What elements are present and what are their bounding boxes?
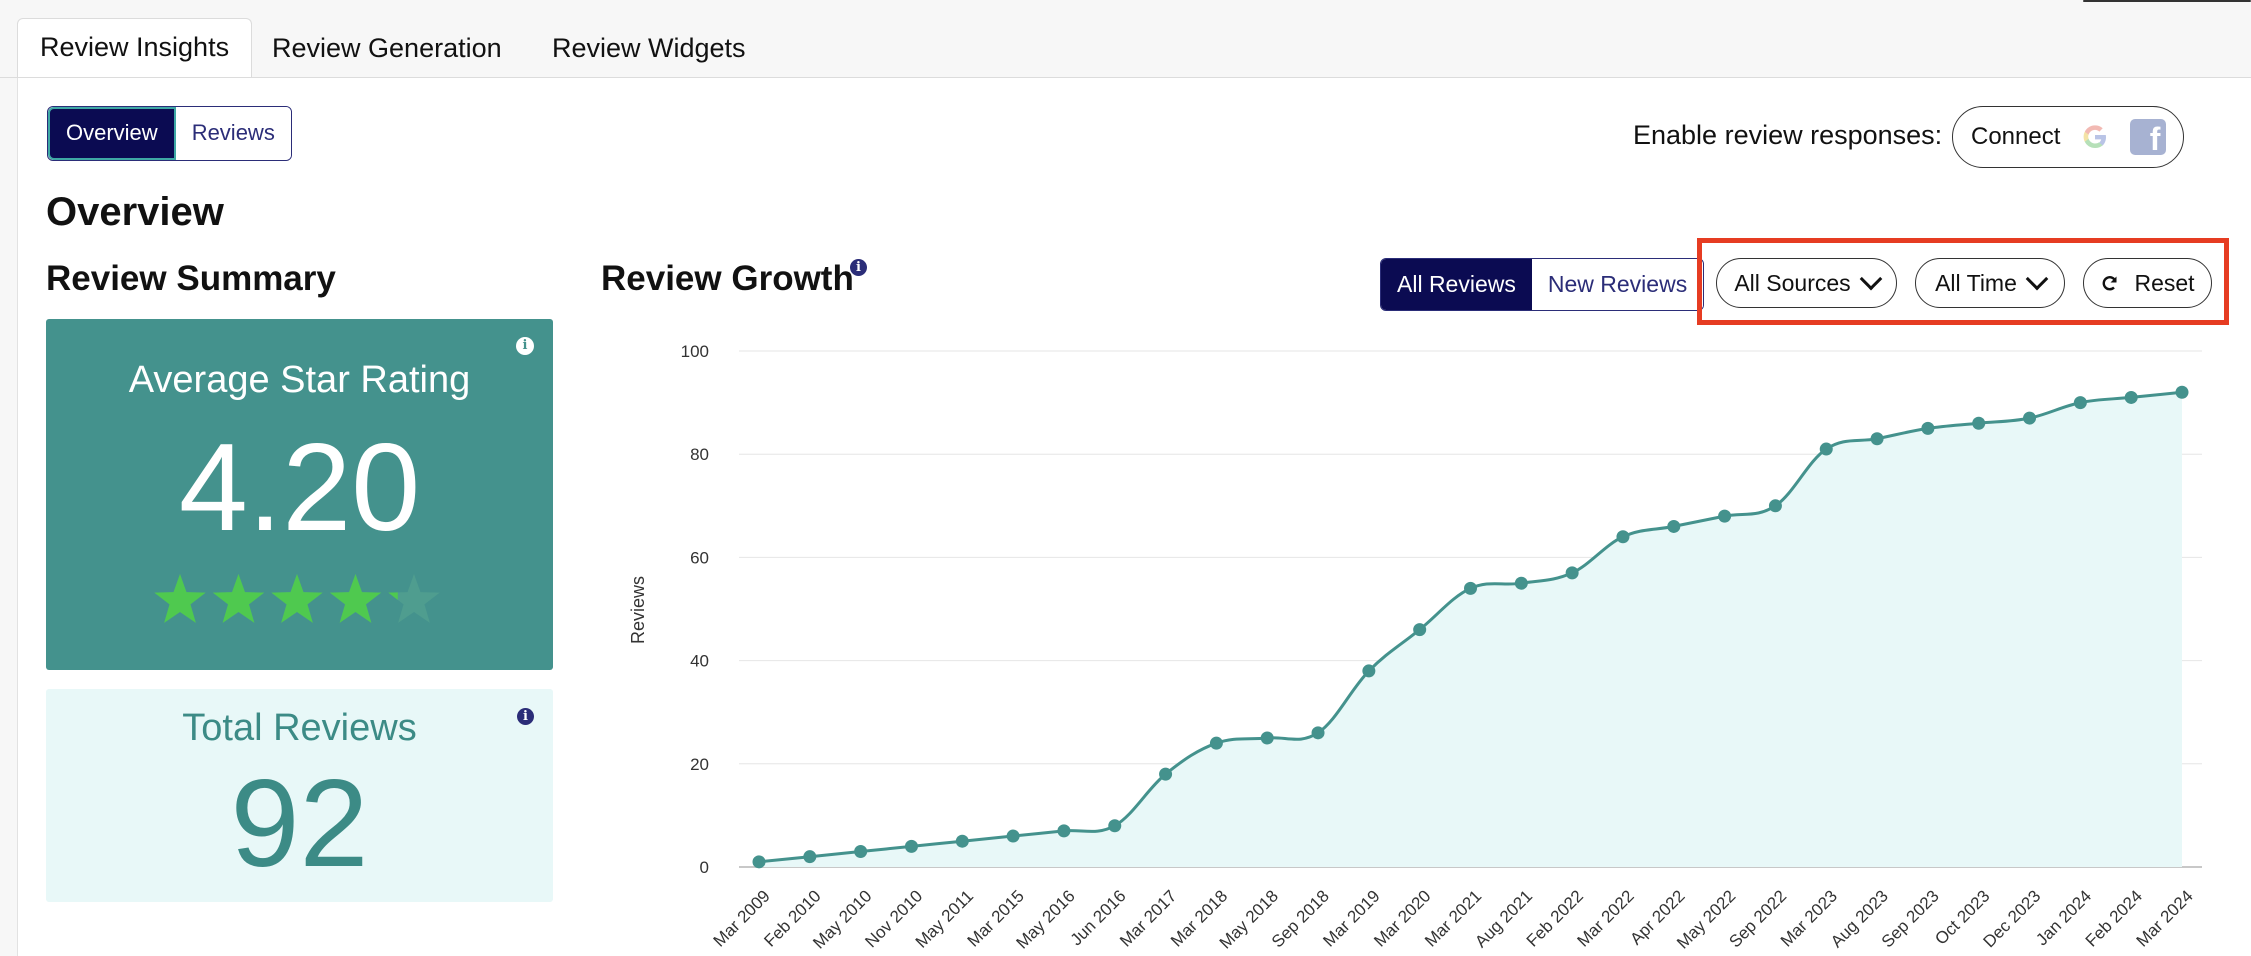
review-growth-heading: Review Growth: [601, 259, 854, 298]
tab-review-generation[interactable]: Review Generation: [272, 33, 502, 63]
reviews-toggle-button[interactable]: Reviews: [175, 107, 291, 160]
all-reviews-button[interactable]: All Reviews: [1381, 259, 1532, 310]
data-point[interactable]: [1667, 519, 1681, 533]
filters-highlight-box: [1697, 238, 2229, 325]
chevron-down-icon: [2025, 267, 2049, 291]
y-tick-label: 80: [690, 445, 709, 464]
review-summary-heading: Review Summary: [46, 259, 336, 298]
total-reviews-value: 92: [230, 755, 369, 893]
connect-label: Connect: [1971, 123, 2061, 150]
review-type-toggle: All Reviews New Reviews: [1380, 258, 1705, 311]
page-title: Overview: [46, 190, 224, 234]
average-rating-card: i Average Star Rating 4.20: [46, 319, 553, 670]
data-point[interactable]: [1972, 416, 1986, 430]
average-rating-value: 4.20: [178, 419, 421, 557]
total-reviews-title: Total Reviews: [182, 707, 417, 749]
google-icon: [2083, 125, 2107, 148]
data-point[interactable]: [1413, 623, 1427, 637]
y-tick-label: 100: [681, 342, 709, 361]
enable-responses-label: Enable review responses:: [1633, 120, 1943, 150]
top-edge-bar: [2083, 0, 2251, 2]
y-tick-label: 40: [690, 652, 709, 671]
average-rating-title: Average Star Rating: [128, 359, 471, 401]
data-point[interactable]: [2175, 385, 2189, 399]
sources-dropdown-label: All Sources: [1734, 269, 1851, 296]
total-reviews-info-icon[interactable]: i: [517, 708, 534, 725]
new-reviews-button[interactable]: New Reviews: [1531, 259, 1704, 310]
data-point[interactable]: [1311, 726, 1325, 740]
reset-label: Reset: [2134, 269, 2195, 296]
data-point[interactable]: [1108, 819, 1122, 833]
sources-dropdown[interactable]: All Sources: [1716, 258, 1897, 308]
data-point[interactable]: [1921, 421, 1935, 435]
y-tick-label: 60: [690, 548, 709, 567]
star-filled: [329, 574, 382, 623]
data-point[interactable]: [1616, 530, 1630, 544]
time-dropdown[interactable]: All Time: [1915, 258, 2065, 308]
connect-button[interactable]: Connect f: [1952, 106, 2184, 168]
data-point[interactable]: [955, 834, 969, 848]
average-rating-info-icon[interactable]: i: [516, 337, 534, 355]
tab-review-insights[interactable]: Review Insights: [17, 18, 253, 79]
data-point[interactable]: [854, 845, 868, 859]
y-axis-label: Reviews: [628, 576, 648, 644]
data-point[interactable]: [1464, 581, 1477, 595]
chart-area-fill: [759, 392, 2182, 867]
data-point[interactable]: [1006, 829, 1020, 843]
data-point[interactable]: [752, 855, 766, 869]
data-point[interactable]: [1870, 432, 1884, 446]
data-point[interactable]: [1565, 566, 1579, 580]
facebook-icon: f: [2130, 119, 2167, 155]
time-dropdown-label: All Time: [1935, 269, 2017, 296]
data-point[interactable]: [904, 839, 918, 853]
data-point[interactable]: [2023, 411, 2037, 425]
star-filled: [271, 574, 323, 623]
data-point[interactable]: [1514, 576, 1528, 590]
star-empty: [388, 574, 440, 623]
star-rating: [154, 574, 440, 623]
tab-divider: [0, 77, 2251, 78]
data-point[interactable]: [1159, 767, 1173, 781]
star-filled: [212, 574, 265, 623]
review-growth-info-icon[interactable]: i: [850, 259, 867, 276]
x-tick-label: Mar 2024: [2133, 886, 2197, 950]
overview-toggle-button[interactable]: Overview: [48, 107, 176, 160]
data-point[interactable]: [2073, 396, 2087, 410]
star-filled: [388, 592, 398, 600]
data-point[interactable]: [1819, 442, 1833, 456]
view-toggle: Overview Reviews: [47, 106, 292, 161]
data-point[interactable]: [2124, 390, 2138, 404]
tab-review-widgets[interactable]: Review Widgets: [552, 33, 746, 63]
y-tick-label: 20: [690, 755, 709, 774]
reset-button[interactable]: Reset: [2083, 258, 2212, 308]
data-point[interactable]: [1260, 731, 1274, 745]
data-point[interactable]: [1209, 736, 1223, 750]
tab-bar: Review Insights Review Generation Review…: [0, 0, 2251, 79]
chevron-down-icon: [1859, 267, 1882, 291]
y-tick-label: 0: [700, 858, 709, 877]
data-point[interactable]: [1718, 509, 1732, 523]
star-filled: [154, 574, 206, 623]
x-tick-label: Mar 2022: [1574, 886, 1638, 950]
total-reviews-card: i Total Reviews 92: [46, 689, 553, 902]
reset-icon: [2103, 276, 2118, 291]
data-point[interactable]: [803, 850, 817, 864]
data-point[interactable]: [1362, 664, 1376, 678]
data-point[interactable]: [1768, 499, 1782, 513]
data-point[interactable]: [1057, 824, 1071, 838]
